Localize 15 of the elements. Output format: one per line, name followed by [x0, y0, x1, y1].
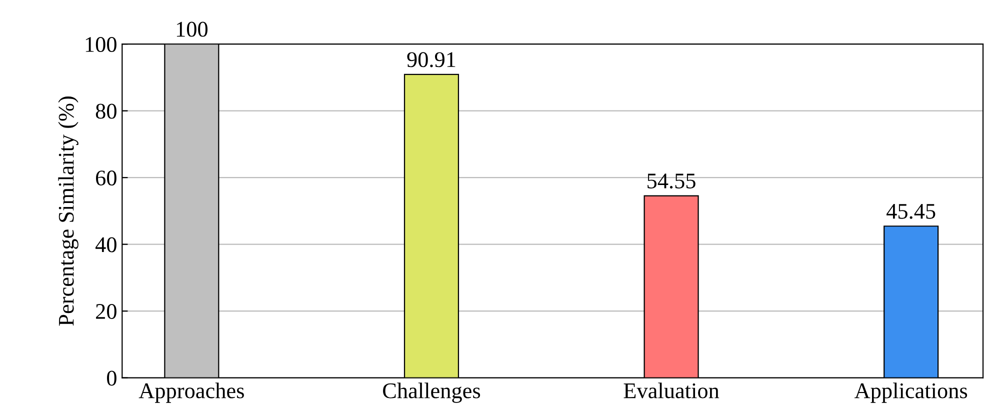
y-tick-label: 60 [96, 170, 116, 186]
x-tick-label: Approaches [138, 382, 244, 403]
data-label: 54.55 [648, 174, 696, 189]
x-tick-label: Challenges [383, 382, 480, 403]
data-label: 100 [176, 22, 208, 37]
data-label: 90.91 [407, 52, 456, 68]
y-tick-label: 0 [107, 370, 116, 386]
x-tick-label: Evaluation [624, 382, 720, 398]
y-tick-label: 20 [96, 304, 116, 319]
data-label: 45.45 [886, 204, 936, 219]
y-axis-title: Percentage Similarity (%) [58, 96, 78, 326]
y-tick-label: 80 [96, 104, 116, 119]
x-tick-label: Applications [854, 382, 968, 403]
y-tick-label: 40 [95, 237, 116, 252]
y-tick-label: 100 [86, 37, 116, 52]
